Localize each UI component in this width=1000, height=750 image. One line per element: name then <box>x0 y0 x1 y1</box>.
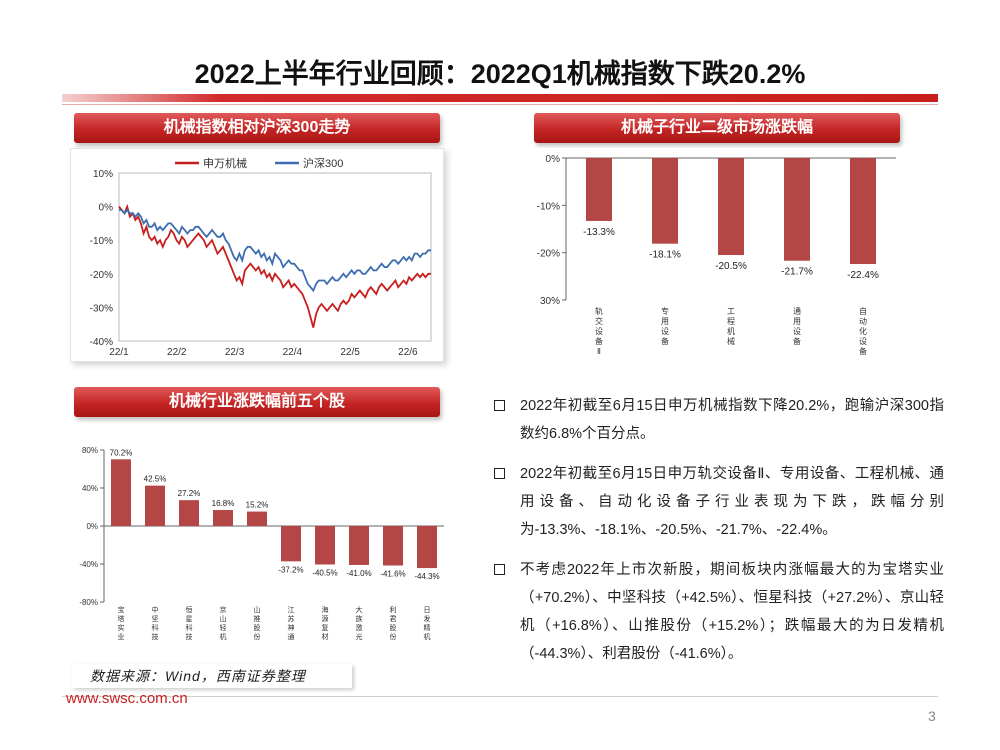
website-link[interactable]: www.swsc.com.cn <box>66 690 188 707</box>
data-label: -41.6% <box>380 570 405 579</box>
bar <box>850 158 876 265</box>
y-tick-label: 0% <box>86 522 98 531</box>
category-label: 江苏神通 <box>288 606 295 641</box>
y-tick-label: -80% <box>79 598 98 607</box>
category-label: 京山轻机 <box>220 605 227 641</box>
subindustry-chart-header: 机械子行业二级市场涨跌幅 <box>534 113 900 143</box>
bullet-item: 2022年初截至6月15日申万轨交设备Ⅱ、专用设备、工程机械、通用设备、自动化设… <box>492 460 944 544</box>
top5-chart-header: 机械行业涨跌幅前五个股 <box>74 387 440 417</box>
series-line-hs300 <box>119 208 431 293</box>
bar <box>281 526 301 562</box>
x-tick-label: 22/2 <box>167 347 187 358</box>
data-source-note: 数据来源：Wind，西南证券整理 <box>72 664 352 688</box>
series-line-shenwan <box>118 203 431 328</box>
bar <box>247 511 267 526</box>
data-label: -21.7% <box>781 267 813 278</box>
x-tick-label: 22/3 <box>225 347 245 358</box>
bar <box>586 158 612 221</box>
data-label: 70.2% <box>110 448 133 457</box>
line-chart-panel: 10% 0% -10% -20% -30% -40% 22/1 22/2 22/3 22/4 22/… <box>70 148 444 362</box>
bar <box>349 526 369 565</box>
category-label: 自动化设备 <box>859 306 867 356</box>
y-tick-label: 40% <box>82 484 98 493</box>
y-tick-label: -10% <box>90 236 113 247</box>
bar <box>383 526 403 566</box>
footer-divider <box>62 696 938 697</box>
data-label: -22.4% <box>847 270 879 281</box>
title-underline <box>62 94 938 102</box>
bar <box>652 158 678 244</box>
y-tick-label: 80% <box>82 446 98 455</box>
category-label: 大族激光 <box>356 605 363 641</box>
y-tick-label: -10% <box>537 201 560 212</box>
bar <box>111 459 131 526</box>
category-label: 宝塔实业 <box>118 605 125 641</box>
data-label: -20.5% <box>715 261 747 272</box>
x-tick-label: 22/1 <box>109 347 129 358</box>
page-title: 2022上半年行业回顾：2022Q1机械指数下跌20.2% <box>194 59 806 89</box>
bullet-text: 不考虑2022年上市次新股，期间板块内涨幅最大的为宝塔实业（+70.2%）、中坚… <box>520 562 944 662</box>
data-label: -37.2% <box>278 565 303 574</box>
subindustry-bar-chart: 0% -10% -20% 30% -13.3% 轨交设备 Ⅱ -18.1% 专用设备 -20.5%… <box>537 154 896 356</box>
y-tick-label: -40% <box>79 560 98 569</box>
top5-chart-panel: 80% 40% 0% -40% -80% 70.2% 宝塔实业 42.5% 中坚科技 27.2% 恒… <box>70 436 450 658</box>
y-tick-label: -20% <box>90 270 113 281</box>
y-tick-label: 0% <box>99 203 114 214</box>
bullet-checkbox-icon <box>494 468 505 479</box>
data-label: 15.2% <box>246 501 269 510</box>
category-label: 工程机械 <box>727 307 735 346</box>
bar <box>784 158 810 261</box>
category-label: 专用设备 <box>661 306 669 346</box>
data-label: -40.5% <box>312 568 337 577</box>
y-tick-label: -30% <box>90 303 113 314</box>
bullet-checkbox-icon <box>494 564 505 575</box>
y-tick-label: -20% <box>537 249 560 260</box>
y-tick-label: 10% <box>93 169 113 180</box>
bar <box>718 158 744 256</box>
category-label: 利君股份 <box>390 605 397 641</box>
legend-label: 沪深300 <box>303 156 343 170</box>
data-label: -44.3% <box>414 572 439 581</box>
data-label: 42.5% <box>144 475 167 484</box>
top5-bar-chart: 80% 40% 0% -40% -80% 70.2% 宝塔实业 42.5% 中坚科技 27.2% 恒… <box>79 446 444 641</box>
bullet-text: 2022年初截至6月15日申万轨交设备Ⅱ、专用设备、工程机械、通用设备、自动化设… <box>520 466 944 538</box>
bar <box>213 510 233 526</box>
x-tick-label: 22/5 <box>340 347 360 358</box>
y-tick-label: 0% <box>546 154 561 165</box>
category-label: 通用设备 <box>793 306 801 346</box>
data-label: -41.0% <box>346 569 371 578</box>
summary-bullets: 2022年初截至6月15日申万机械指数下降20.2%，跑输沪深300指数约6.8… <box>492 392 944 680</box>
bullet-item: 2022年初截至6月15日申万机械指数下降20.2%，跑输沪深300指数约6.8… <box>492 392 944 448</box>
subindustry-chart-panel: 0% -10% -20% 30% -13.3% 轨交设备 Ⅱ -18.1% 专用设备 -20.5%… <box>526 148 906 366</box>
bar <box>315 526 335 565</box>
title-underline-thin <box>62 104 938 105</box>
category-label: 海源复材 <box>322 605 329 641</box>
plot-frame <box>118 172 432 342</box>
line-chart-header: 机械指数相对沪深300走势 <box>74 113 440 143</box>
page-number: 3 <box>928 708 936 724</box>
category-label: 恒星科技 <box>186 605 193 641</box>
bar <box>145 485 165 526</box>
category-label: 轨交设备 Ⅱ <box>595 306 603 356</box>
bullet-checkbox-icon <box>494 400 505 411</box>
bullet-item: 不考虑2022年上市次新股，期间板块内涨幅最大的为宝塔实业（+70.2%）、中坚… <box>492 556 944 668</box>
data-label: 16.8% <box>212 499 235 508</box>
category-label: 日发精机 <box>424 606 431 641</box>
line-chart: 10% 0% -10% -20% -30% -40%22/1 22/2 22/3 22/4 22/… <box>90 156 432 358</box>
y-tick-label: 30% <box>540 296 560 307</box>
data-label: -18.1% <box>649 250 681 261</box>
category-label: 山推股份 <box>254 605 261 641</box>
bar <box>179 500 199 526</box>
bullet-text: 2022年初截至6月15日申万机械指数下降20.2%，跑输沪深300指数约6.8… <box>520 398 944 442</box>
category-label: 中坚科技 <box>152 605 159 641</box>
x-tick-label: 22/6 <box>398 347 418 358</box>
bar <box>417 526 437 569</box>
x-tick-label: 22/4 <box>283 347 303 358</box>
data-label: -13.3% <box>583 227 615 238</box>
y-tick-label: -40% <box>90 337 113 348</box>
legend-label: 申万机械 <box>203 156 247 170</box>
data-label: 27.2% <box>178 489 201 498</box>
